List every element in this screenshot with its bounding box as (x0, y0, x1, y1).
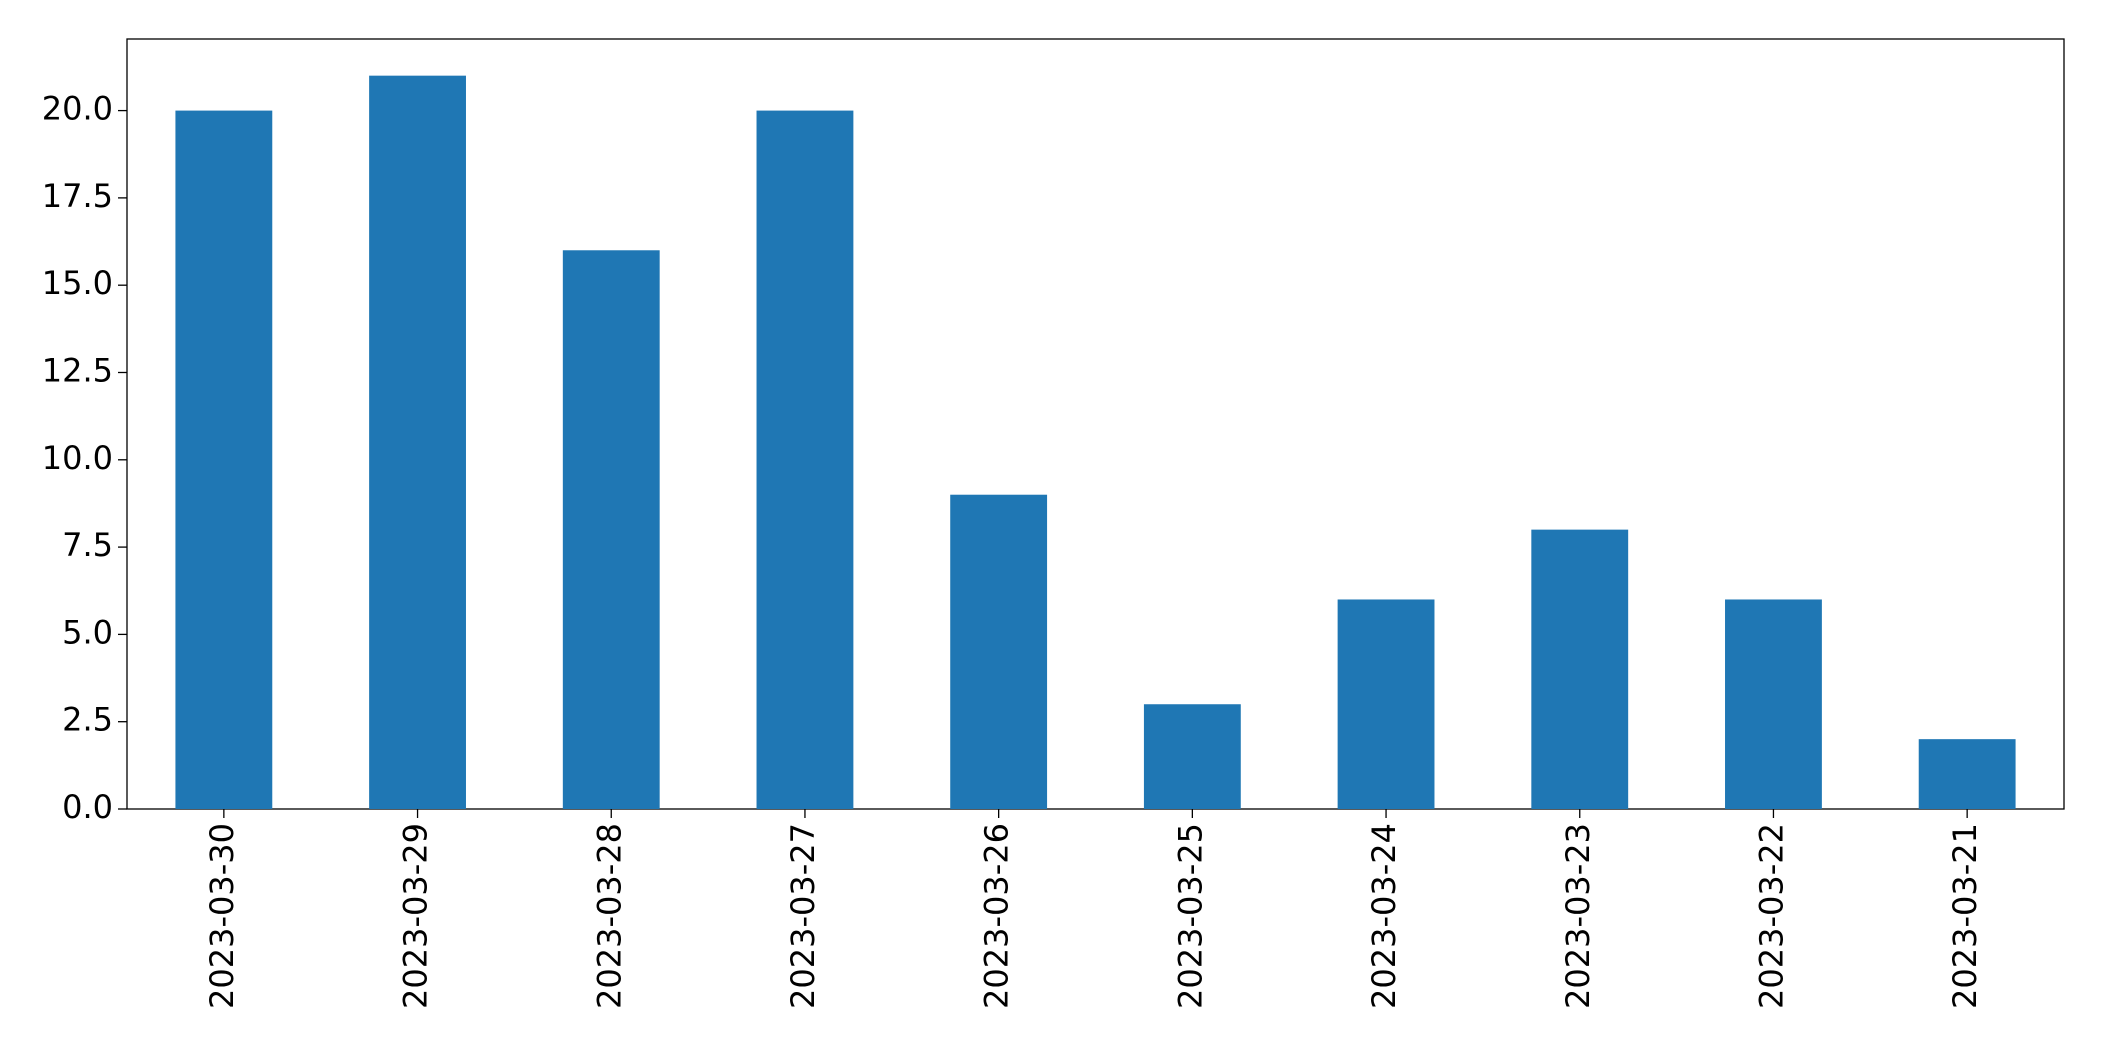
bar (1918, 739, 2016, 809)
bar (1725, 599, 1822, 809)
bar (1143, 704, 1241, 809)
x-tick-label: 2023-03-21 (1946, 823, 1984, 1009)
bar (1531, 529, 1629, 809)
x-tick-label: 2023-03-22 (1752, 823, 1790, 1009)
x-tick-label: 2023-03-26 (978, 823, 1016, 1009)
y-tick-label: 15.0 (42, 264, 113, 302)
y-tick-label: 20.0 (42, 90, 113, 128)
y-tick-label: 2.5 (62, 701, 113, 739)
x-tick-label: 2023-03-23 (1559, 823, 1597, 1009)
bar (950, 494, 1048, 809)
bar (175, 110, 273, 810)
bar (1337, 599, 1435, 809)
x-tick-label: 2023-03-29 (397, 823, 435, 1009)
bar (369, 75, 466, 809)
y-tick-label: 0.0 (62, 788, 113, 826)
y-tick-label: 17.5 (42, 177, 113, 215)
bar (562, 250, 660, 809)
bar (756, 110, 854, 810)
x-tick-label: 2023-03-30 (203, 823, 241, 1009)
axes-frame (126, 38, 2065, 810)
x-tick-label: 2023-03-25 (1171, 823, 1209, 1009)
y-tick-label: 7.5 (62, 526, 113, 564)
x-tick-label: 2023-03-24 (1365, 823, 1403, 1009)
y-tick-label: 5.0 (62, 613, 113, 651)
x-tick-label: 2023-03-27 (784, 823, 822, 1009)
y-tick-label: 10.0 (42, 439, 113, 477)
y-tick-label: 12.5 (42, 351, 113, 389)
x-tick-label: 2023-03-28 (590, 823, 628, 1009)
